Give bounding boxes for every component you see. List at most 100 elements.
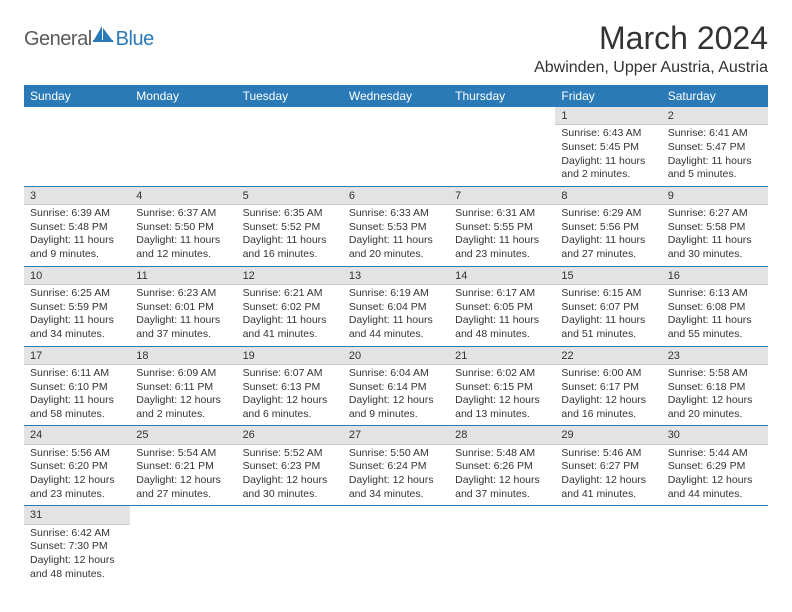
daylight-text: Daylight: 12 hours [349, 394, 443, 408]
daylight-text-2: and 48 minutes. [30, 568, 124, 582]
sunrise-text: Sunrise: 6:27 AM [668, 207, 762, 221]
sunset-text: Sunset: 6:29 PM [668, 460, 762, 474]
daylight-text-2: and 5 minutes. [668, 168, 762, 182]
calendar-day-cell [130, 107, 236, 186]
sunrise-text: Sunrise: 6:19 AM [349, 287, 443, 301]
sunrise-text: Sunrise: 6:33 AM [349, 207, 443, 221]
sunset-text: Sunset: 6:17 PM [561, 381, 655, 395]
sunset-text: Sunset: 6:07 PM [561, 301, 655, 315]
sunrise-text: Sunrise: 6:09 AM [136, 367, 230, 381]
daylight-text-2: and 34 minutes. [349, 488, 443, 502]
calendar-day-cell: 25Sunrise: 5:54 AMSunset: 6:21 PMDayligh… [130, 426, 236, 506]
daylight-text-2: and 12 minutes. [136, 248, 230, 262]
calendar-day-cell: 13Sunrise: 6:19 AMSunset: 6:04 PMDayligh… [343, 266, 449, 346]
title-block: March 2024 Abwinden, Upper Austria, Aust… [534, 20, 768, 77]
daylight-text-2: and 9 minutes. [349, 408, 443, 422]
day-number: 19 [237, 347, 343, 365]
calendar-day-cell: 29Sunrise: 5:46 AMSunset: 6:27 PMDayligh… [555, 426, 661, 506]
daylight-text: Daylight: 11 hours [349, 234, 443, 248]
calendar-day-cell: 8Sunrise: 6:29 AMSunset: 5:56 PMDaylight… [555, 186, 661, 266]
sunset-text: Sunset: 7:30 PM [30, 540, 124, 554]
daylight-text: Daylight: 11 hours [30, 234, 124, 248]
sunrise-text: Sunrise: 6:00 AM [561, 367, 655, 381]
calendar-day-cell [24, 107, 130, 186]
daylight-text: Daylight: 12 hours [30, 474, 124, 488]
day-number: 2 [662, 107, 768, 125]
sunrise-text: Sunrise: 5:46 AM [561, 447, 655, 461]
sunrise-text: Sunrise: 5:52 AM [243, 447, 337, 461]
daylight-text-2: and 20 minutes. [349, 248, 443, 262]
sunset-text: Sunset: 6:02 PM [243, 301, 337, 315]
daylight-text-2: and 27 minutes. [136, 488, 230, 502]
daylight-text: Daylight: 11 hours [349, 314, 443, 328]
calendar-week-row: 10Sunrise: 6:25 AMSunset: 5:59 PMDayligh… [24, 266, 768, 346]
calendar-day-cell [449, 506, 555, 585]
daylight-text: Daylight: 11 hours [455, 234, 549, 248]
weekday-header: Tuesday [237, 85, 343, 107]
calendar-week-row: 1Sunrise: 6:43 AMSunset: 5:45 PMDaylight… [24, 107, 768, 186]
calendar-day-cell: 10Sunrise: 6:25 AMSunset: 5:59 PMDayligh… [24, 266, 130, 346]
month-title: March 2024 [534, 20, 768, 57]
calendar-day-cell [343, 107, 449, 186]
calendar-day-cell: 14Sunrise: 6:17 AMSunset: 6:05 PMDayligh… [449, 266, 555, 346]
location-subtitle: Abwinden, Upper Austria, Austria [534, 59, 768, 77]
sunset-text: Sunset: 6:21 PM [136, 460, 230, 474]
calendar-day-cell: 18Sunrise: 6:09 AMSunset: 6:11 PMDayligh… [130, 346, 236, 426]
day-number: 25 [130, 426, 236, 444]
daylight-text: Daylight: 12 hours [136, 474, 230, 488]
day-number: 17 [24, 347, 130, 365]
daylight-text: Daylight: 12 hours [561, 474, 655, 488]
sunrise-text: Sunrise: 6:43 AM [561, 127, 655, 141]
calendar-day-cell: 15Sunrise: 6:15 AMSunset: 6:07 PMDayligh… [555, 266, 661, 346]
calendar-table: SundayMondayTuesdayWednesdayThursdayFrid… [24, 85, 768, 585]
sunrise-text: Sunrise: 6:41 AM [668, 127, 762, 141]
daylight-text: Daylight: 12 hours [668, 474, 762, 488]
sunset-text: Sunset: 6:14 PM [349, 381, 443, 395]
daylight-text-2: and 44 minutes. [668, 488, 762, 502]
sunrise-text: Sunrise: 5:50 AM [349, 447, 443, 461]
sunset-text: Sunset: 5:50 PM [136, 221, 230, 235]
sunrise-text: Sunrise: 6:25 AM [30, 287, 124, 301]
day-number: 1 [555, 107, 661, 125]
day-number: 12 [237, 267, 343, 285]
day-number: 14 [449, 267, 555, 285]
daylight-text: Daylight: 12 hours [243, 474, 337, 488]
daylight-text-2: and 9 minutes. [30, 248, 124, 262]
sunset-text: Sunset: 5:58 PM [668, 221, 762, 235]
daylight-text: Daylight: 12 hours [243, 394, 337, 408]
calendar-day-cell: 23Sunrise: 5:58 AMSunset: 6:18 PMDayligh… [662, 346, 768, 426]
sunset-text: Sunset: 6:18 PM [668, 381, 762, 395]
daylight-text-2: and 30 minutes. [668, 248, 762, 262]
daylight-text: Daylight: 11 hours [30, 314, 124, 328]
page-header: General Blue March 2024 Abwinden, Upper … [24, 20, 768, 77]
weekday-header: Thursday [449, 85, 555, 107]
sunrise-text: Sunrise: 6:42 AM [30, 527, 124, 541]
calendar-day-cell: 5Sunrise: 6:35 AMSunset: 5:52 PMDaylight… [237, 186, 343, 266]
sunrise-text: Sunrise: 6:13 AM [668, 287, 762, 301]
day-number: 15 [555, 267, 661, 285]
day-number: 31 [24, 506, 130, 524]
daylight-text-2: and 23 minutes. [455, 248, 549, 262]
calendar-day-cell: 24Sunrise: 5:56 AMSunset: 6:20 PMDayligh… [24, 426, 130, 506]
sunset-text: Sunset: 6:10 PM [30, 381, 124, 395]
daylight-text: Daylight: 11 hours [668, 234, 762, 248]
day-number: 24 [24, 426, 130, 444]
daylight-text-2: and 55 minutes. [668, 328, 762, 342]
daylight-text: Daylight: 11 hours [30, 394, 124, 408]
day-number: 10 [24, 267, 130, 285]
calendar-body: 1 Sunrise: 6:43 AMSunset: 5:45 PM Daylight… [24, 107, 768, 585]
daylight-text-2: and 6 minutes. [243, 408, 337, 422]
day-number: 7 [449, 187, 555, 205]
day-number: 28 [449, 426, 555, 444]
day-number: 22 [555, 347, 661, 365]
calendar-day-cell: 20Sunrise: 6:04 AMSunset: 6:14 PMDayligh… [343, 346, 449, 426]
sunrise-text: Sunrise: 5:44 AM [668, 447, 762, 461]
daylight-text: Daylight: 12 hours [30, 554, 124, 568]
day-number: 6 [343, 187, 449, 205]
daylight-text: Daylight: 11 hours [561, 234, 655, 248]
sunset-text: Sunset: 5:45 PM [561, 141, 655, 155]
calendar-week-row: 24Sunrise: 5:56 AMSunset: 6:20 PMDayligh… [24, 426, 768, 506]
daylight-text-2: and 20 minutes. [668, 408, 762, 422]
calendar-day-cell [237, 107, 343, 186]
sunrise-text: Sunrise: 6:31 AM [455, 207, 549, 221]
